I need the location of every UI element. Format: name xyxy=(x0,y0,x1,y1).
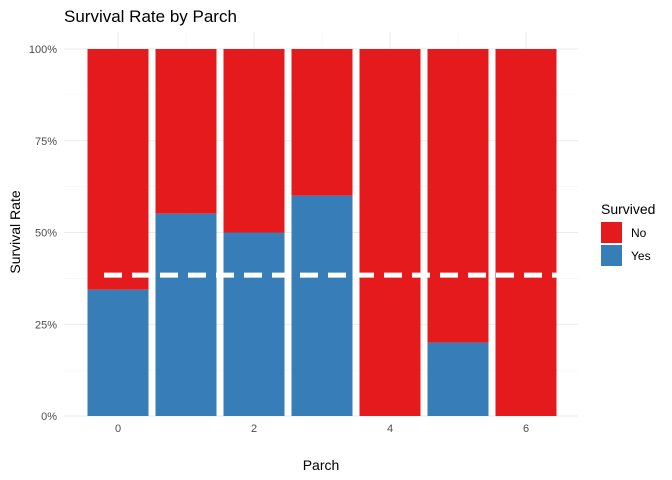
bar-no-parch-3 xyxy=(291,49,353,196)
y-axis-title: Survival Rate xyxy=(7,190,23,273)
bar-yes-parch-0 xyxy=(87,289,149,416)
legend-label-no: No xyxy=(631,226,647,240)
y-tick-label: 100% xyxy=(29,44,57,56)
chart-title: Survival Rate by Parch xyxy=(64,7,237,26)
bar-no-parch-2 xyxy=(223,49,285,233)
legend-label-yes: Yes xyxy=(631,249,651,263)
x-tick-label: 0 xyxy=(115,423,121,435)
bars xyxy=(87,49,557,416)
bar-yes-parch-2 xyxy=(223,232,285,416)
bar-yes-parch-3 xyxy=(291,195,353,416)
y-axis-ticks: 0% 25% 50% 75% 100% xyxy=(29,44,57,423)
bar-no-parch-1 xyxy=(155,49,217,214)
x-axis-title: Parch xyxy=(303,457,340,473)
bar-no-parch-6 xyxy=(495,49,557,416)
x-tick-label: 6 xyxy=(523,423,529,435)
bar-yes-parch-1 xyxy=(155,213,217,416)
legend-title: Survived xyxy=(601,201,655,217)
legend-swatch-yes xyxy=(601,245,622,266)
y-tick-label: 75% xyxy=(35,136,57,148)
legend-swatch-no xyxy=(601,222,622,243)
y-tick-label: 50% xyxy=(35,228,57,240)
y-tick-label: 0% xyxy=(41,411,57,423)
y-tick-label: 25% xyxy=(35,319,57,331)
x-tick-label: 4 xyxy=(387,423,393,435)
legend: Survived No Yes xyxy=(601,201,655,266)
bar-no-parch-4 xyxy=(359,49,421,416)
x-axis-ticks: 0 2 4 6 xyxy=(115,423,529,435)
bar-no-parch-0 xyxy=(87,49,149,290)
x-tick-label: 2 xyxy=(251,423,257,435)
bar-yes-parch-5 xyxy=(427,342,489,416)
bar-no-parch-5 xyxy=(427,49,489,343)
